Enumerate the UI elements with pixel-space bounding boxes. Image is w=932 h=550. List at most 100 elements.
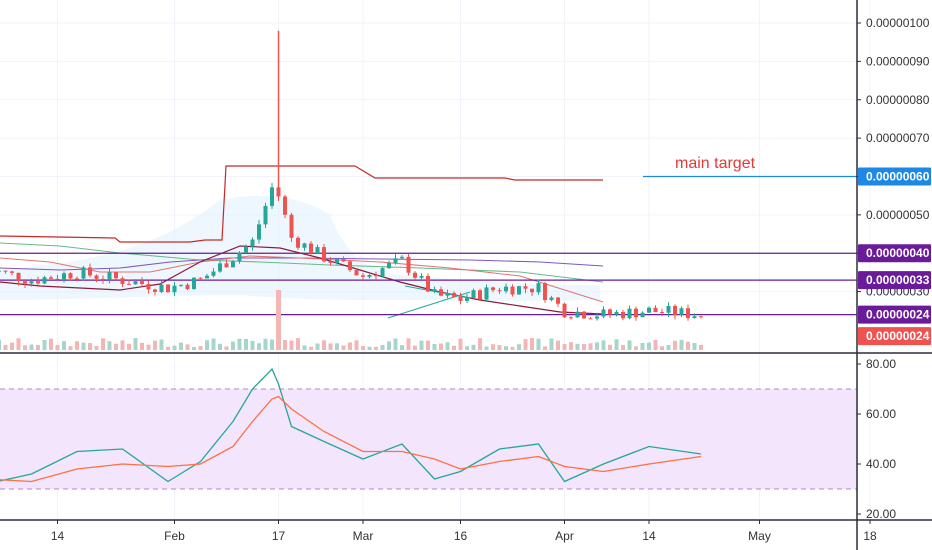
candle-body bbox=[231, 261, 235, 268]
candle-body bbox=[588, 318, 593, 320]
spike-volume-bar bbox=[276, 290, 281, 350]
volume-bar bbox=[627, 340, 632, 350]
volume-bar bbox=[692, 342, 697, 350]
volume-bar bbox=[231, 341, 235, 350]
volume-bar bbox=[419, 340, 424, 350]
price-tick-label: 0.00000050 bbox=[866, 208, 930, 222]
candle-body bbox=[166, 284, 170, 293]
candle-body bbox=[393, 258, 398, 263]
candle-body bbox=[666, 305, 671, 313]
volume-bar bbox=[601, 340, 606, 350]
volume-bar bbox=[192, 346, 196, 350]
candle-body bbox=[88, 267, 92, 276]
candle-body bbox=[0, 270, 1, 272]
candle-body bbox=[10, 271, 14, 273]
candle-body bbox=[439, 289, 443, 296]
triangle-lower-line bbox=[387, 291, 471, 319]
candle-body bbox=[354, 270, 359, 276]
candle-body bbox=[335, 259, 339, 263]
volume-bar bbox=[640, 342, 645, 350]
price-tag-bg-1 bbox=[858, 244, 931, 263]
volume-bar bbox=[465, 346, 469, 350]
volume-bar bbox=[205, 340, 209, 350]
volume-bar bbox=[491, 344, 495, 350]
volume-bar bbox=[679, 339, 684, 350]
volume-bar bbox=[471, 344, 476, 350]
volume-bar bbox=[406, 338, 411, 350]
volume-bar bbox=[374, 346, 378, 350]
volume-bar bbox=[283, 339, 287, 350]
time-tick-label: 18 bbox=[863, 529, 877, 543]
volume-bar bbox=[322, 340, 326, 350]
volume-bar bbox=[55, 344, 60, 350]
candle-body bbox=[185, 284, 190, 290]
time-tick-label: 17 bbox=[272, 529, 286, 543]
candle-body bbox=[426, 275, 430, 292]
candle-body bbox=[621, 311, 625, 319]
volume-bar bbox=[400, 345, 404, 350]
volume-bar bbox=[250, 340, 255, 350]
volume-bar bbox=[296, 338, 300, 350]
candle-body bbox=[406, 256, 411, 273]
volume-bar bbox=[198, 346, 203, 350]
candle-body bbox=[387, 262, 391, 269]
volume-bar bbox=[185, 344, 190, 350]
ichimoku-cloud bbox=[0, 195, 600, 301]
volume-bar bbox=[140, 342, 144, 350]
volume-bar bbox=[510, 346, 515, 350]
candle-body bbox=[549, 297, 554, 300]
rsi-tick-label: 80.00 bbox=[866, 357, 896, 371]
candle-body bbox=[94, 275, 99, 279]
candlesticks[interactable] bbox=[0, 30, 703, 321]
volume-bar bbox=[127, 343, 131, 350]
candle-body bbox=[133, 281, 138, 285]
candle-body bbox=[16, 272, 21, 282]
candle-body bbox=[517, 286, 521, 295]
candle-body bbox=[640, 312, 645, 318]
volume-bar bbox=[595, 342, 599, 350]
candle-body bbox=[367, 274, 372, 277]
volume-bar bbox=[16, 338, 21, 350]
time-tick-label: 14 bbox=[642, 529, 656, 543]
volume-bar bbox=[179, 342, 183, 350]
candle-body bbox=[699, 316, 703, 318]
volume-bar bbox=[172, 345, 177, 350]
volume-bar bbox=[478, 338, 482, 350]
candle-body bbox=[478, 290, 482, 300]
volume-bar bbox=[224, 346, 229, 350]
candle-body bbox=[55, 278, 60, 280]
candle-body bbox=[107, 272, 112, 280]
volume-bar bbox=[367, 346, 372, 350]
volume-bar bbox=[452, 345, 456, 350]
candle-body bbox=[361, 275, 365, 277]
volume-bar bbox=[348, 342, 352, 350]
volume-bar bbox=[439, 343, 443, 350]
time-tick-label: Feb bbox=[164, 529, 185, 543]
volume-bar bbox=[0, 339, 1, 350]
candle-body bbox=[205, 275, 209, 279]
candle-body bbox=[49, 277, 53, 279]
candle-body bbox=[562, 303, 567, 318]
volume-bar bbox=[218, 343, 222, 350]
candle-body bbox=[614, 311, 619, 315]
time-tick-label: May bbox=[748, 529, 771, 543]
volume-bar bbox=[101, 338, 105, 350]
candle-body bbox=[569, 317, 573, 319]
rsi-tick-label: 20.00 bbox=[866, 507, 896, 521]
volume-bar bbox=[634, 346, 638, 350]
cloud-shading bbox=[0, 195, 600, 301]
volume-bar bbox=[543, 346, 547, 350]
volume-bar bbox=[517, 344, 521, 350]
candle-body bbox=[400, 256, 404, 259]
candle-body bbox=[153, 289, 157, 292]
candle-body bbox=[380, 268, 385, 277]
baseline-step-line bbox=[0, 165, 603, 243]
volume-bar bbox=[10, 342, 14, 350]
candle-body bbox=[270, 187, 274, 206]
candle-body bbox=[582, 311, 586, 319]
volume-bar bbox=[556, 340, 560, 350]
volume-bar bbox=[114, 343, 118, 350]
candle-body bbox=[601, 309, 606, 317]
